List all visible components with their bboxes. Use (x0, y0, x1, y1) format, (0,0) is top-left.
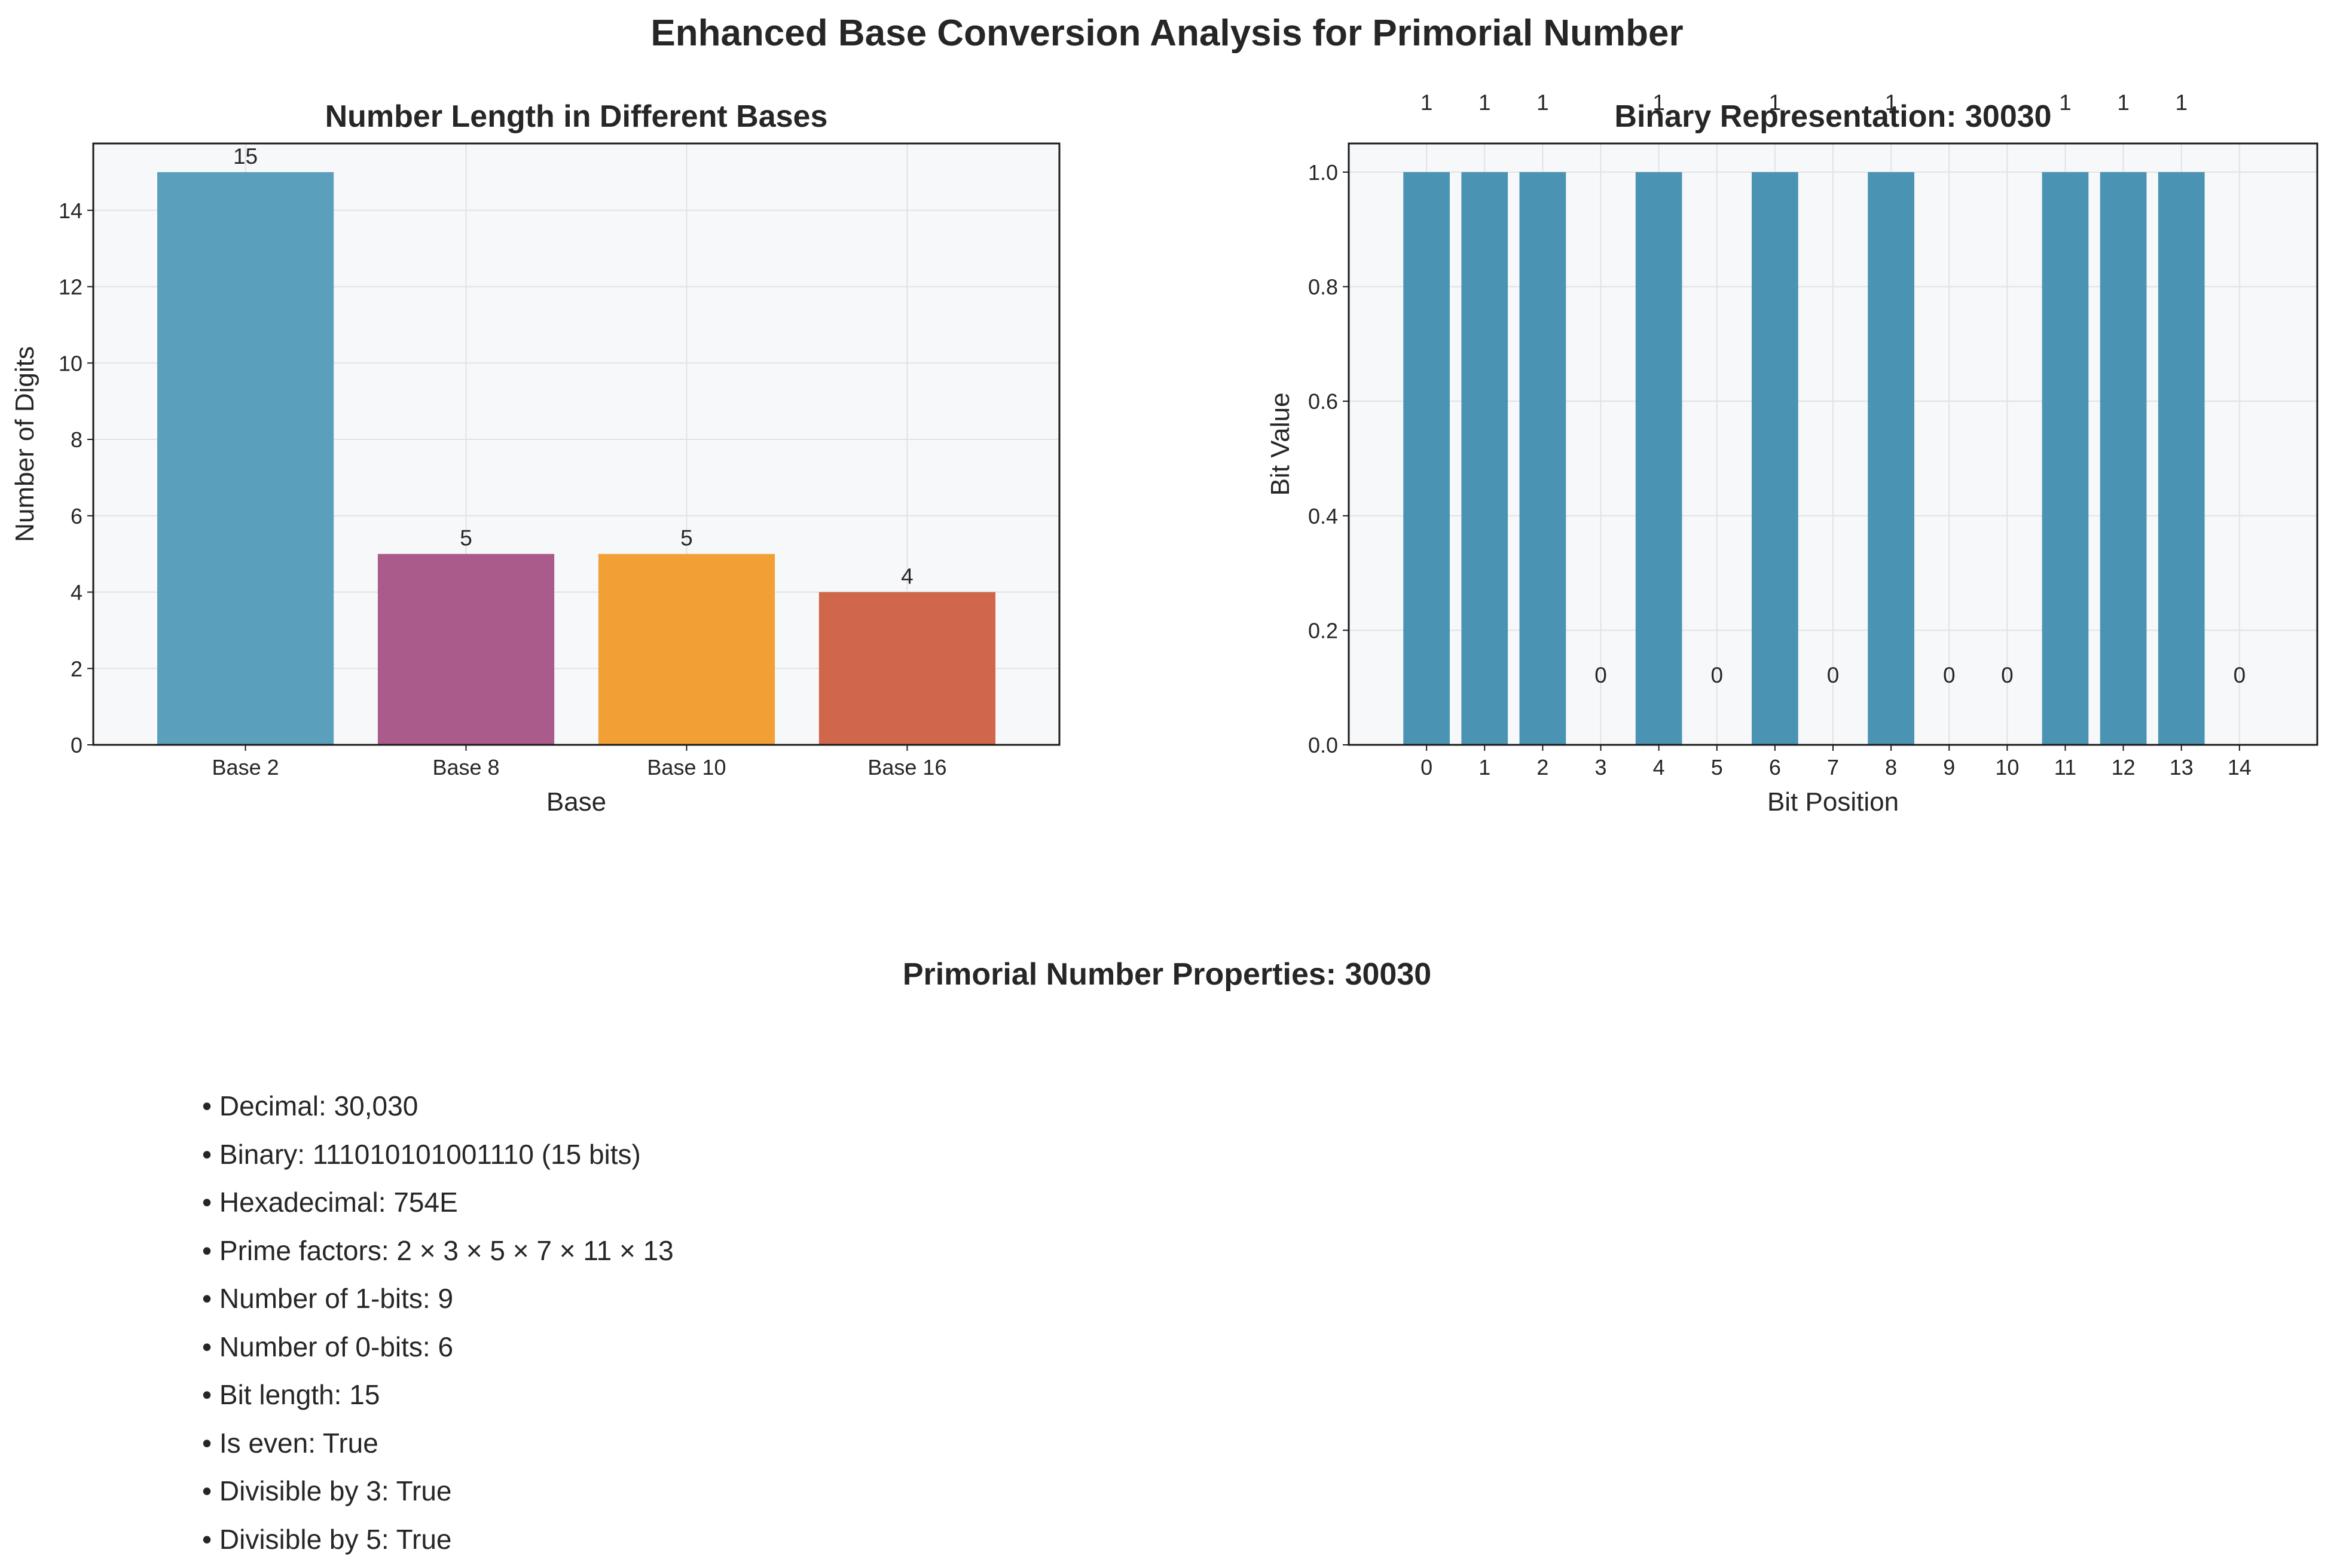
property-item: • Decimal: 30,030 (202, 1090, 418, 1121)
chart-base-lengths: 15 5 5 4 0 2 4 6 8 10 12 14 Base 2 Base 8 Base 10 Base … (10, 99, 1061, 817)
x-axis-label: Bit Position (1767, 787, 1899, 817)
chart-title: Binary Representation: 30030 (1614, 99, 2051, 134)
bar (1752, 172, 1798, 745)
data-label: 0 (1943, 663, 1956, 687)
axes-frame (92, 142, 1061, 746)
property-item: • Hexadecimal: 754E (202, 1187, 458, 1218)
property-item: • Number of 0-bits: 6 (202, 1331, 454, 1362)
properties-list: • Decimal: 30,030 • Binary: 1110101010011… (202, 1082, 674, 1563)
x-tick-label: 7 (1827, 755, 1839, 780)
x-tick-label: 4 (1653, 755, 1665, 780)
y-tick-label: 14 (59, 198, 83, 223)
x-tick-label: 1 (1478, 755, 1490, 780)
x-tick-label: 13 (2170, 755, 2194, 780)
y-tick-label: 0 (71, 733, 83, 757)
y-axis-label: Bit Value (1266, 393, 1295, 496)
bar (1461, 172, 1508, 745)
x-tick-label: 8 (1885, 755, 1897, 780)
y-tick-label: 10 (59, 351, 83, 375)
y-tick-label: 0.8 (1308, 275, 1338, 299)
x-tick-label: 5 (1711, 755, 1723, 780)
y-tick-label: 6 (71, 504, 83, 528)
y-tick-label: 12 (59, 275, 83, 299)
data-label: 1 (2175, 90, 2188, 115)
chart-binary-representation: 1 1 10101010 01 1 100.00.20.40.60.81.00 1 2 3 4 5 6… (1266, 90, 2318, 817)
bar (1519, 172, 1566, 745)
bar (598, 554, 775, 745)
bar (1868, 172, 1914, 745)
y-tick-label: 2 (71, 656, 83, 681)
x-tick-label: Base 2 (212, 755, 279, 780)
property-item: • Divisible by 5: True (202, 1523, 452, 1555)
x-tick-label: 6 (1769, 755, 1781, 780)
bar (818, 592, 996, 745)
bar (1403, 172, 1450, 745)
properties-title: Primorial Number Properties: 30030 (902, 957, 1432, 992)
x-tick-label: 3 (1594, 755, 1606, 780)
y-tick-label: 0.4 (1308, 504, 1338, 528)
property-item: • Bit length: 15 (202, 1379, 380, 1410)
x-tick-label: 0 (1420, 755, 1432, 780)
data-label: 1 (2117, 90, 2130, 115)
data-label: 5 (460, 526, 472, 551)
property-item: • Binary: 111010101001110 (15 bits) (202, 1138, 641, 1170)
bar (2042, 172, 2089, 745)
x-tick-label: Base 16 (867, 755, 946, 780)
property-item: • Number of 1-bits: 9 (202, 1283, 454, 1314)
y-tick-label: 4 (71, 580, 83, 605)
x-tick-label: 14 (2228, 755, 2251, 780)
x-tick-label: 2 (1536, 755, 1548, 780)
y-tick-label: 1.0 (1308, 160, 1338, 185)
data-label: 1 (1420, 90, 1433, 115)
x-tick-label: 9 (1943, 755, 1955, 780)
y-tick-label: 0.6 (1308, 389, 1338, 414)
x-axis-label: Base (546, 787, 606, 817)
data-label: 4 (901, 564, 914, 589)
y-tick-label: 0.0 (1308, 733, 1338, 757)
bar (377, 554, 555, 745)
data-label: 0 (2234, 663, 2246, 687)
data-label: 0 (1594, 663, 1607, 687)
data-label: 1 (1536, 90, 1549, 115)
property-item: • Divisible by 3: True (202, 1475, 452, 1506)
y-tick-label: 8 (71, 427, 83, 452)
data-label: 15 (233, 144, 258, 169)
bar (157, 172, 334, 745)
data-label: 1 (1478, 90, 1491, 115)
x-tick-label: Base 10 (647, 755, 726, 780)
data-label: 0 (1827, 663, 1840, 687)
data-label: 5 (680, 526, 693, 551)
data-label: 0 (1710, 663, 1723, 687)
data-label: 1 (1769, 90, 1782, 115)
bar (2100, 172, 2147, 745)
x-tick-label: 12 (2112, 755, 2136, 780)
y-axis-label: Number of Digits (10, 346, 39, 542)
x-tick-label: 11 (2054, 755, 2076, 780)
data-label: 1 (1652, 90, 1665, 115)
figure-title: Enhanced Base Conversion Analysis for Pr… (650, 13, 1683, 54)
data-label: 1 (2059, 90, 2072, 115)
y-tick-label: 0.2 (1308, 618, 1338, 643)
data-label: 0 (2001, 663, 2014, 687)
property-item: • Prime factors: 2 × 3 × 5 × 7 × 11 × 13 (202, 1234, 674, 1266)
data-label: 1 (1885, 90, 1898, 115)
x-tick-label: Base 8 (432, 755, 499, 780)
x-tick-label: 10 (1995, 755, 2019, 780)
bar (1635, 172, 1682, 745)
property-item: • Is even: True (202, 1427, 378, 1459)
chart-title: Number Length in Different Bases (325, 99, 828, 134)
bar (2158, 172, 2205, 745)
